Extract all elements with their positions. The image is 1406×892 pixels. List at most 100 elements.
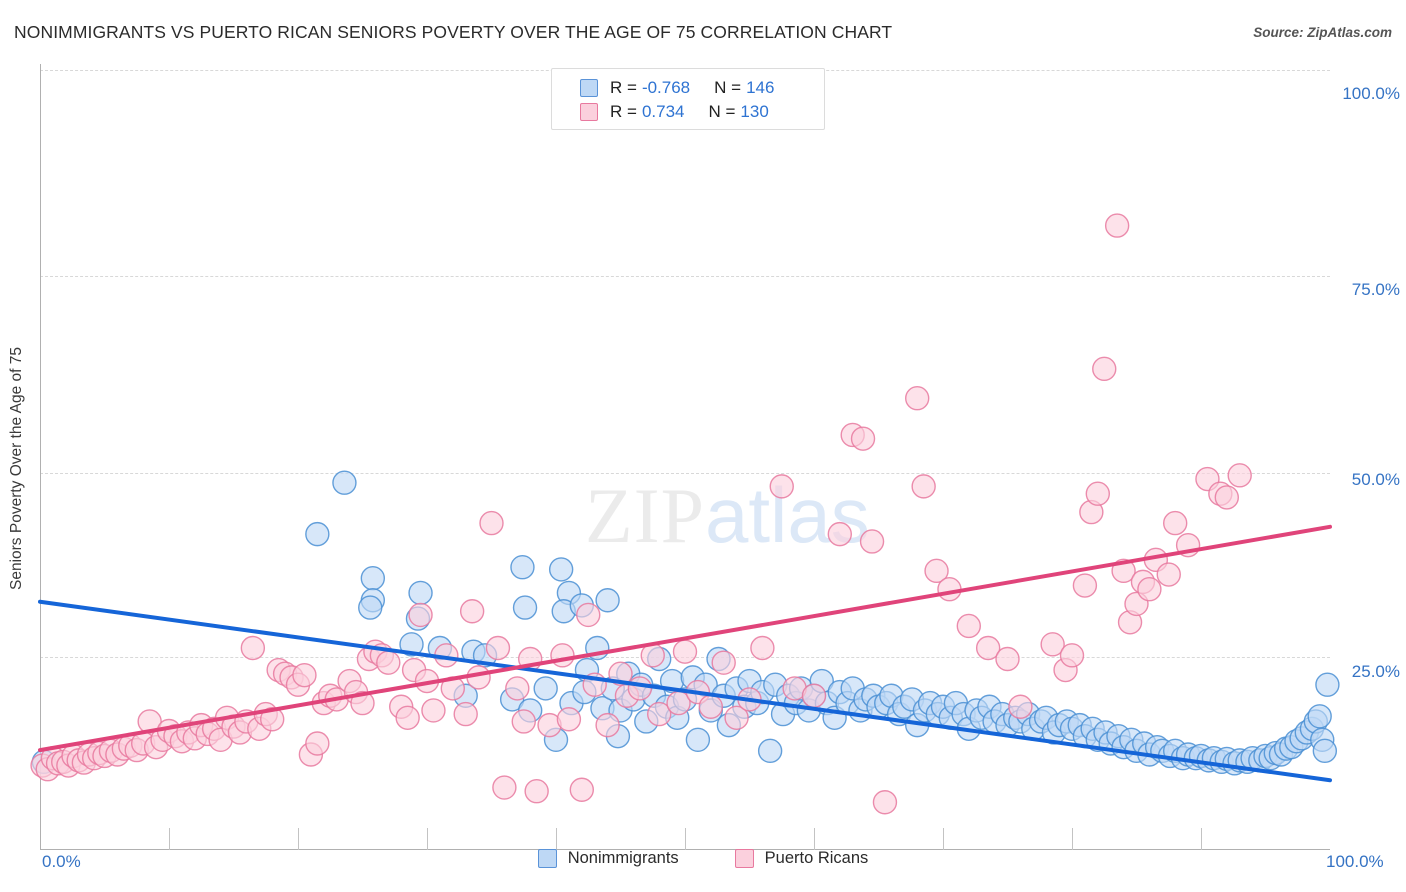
data-point[interactable] [850, 426, 876, 451]
data-point[interactable] [1312, 738, 1338, 764]
x-axis-tick [298, 828, 299, 850]
data-point[interactable] [724, 705, 749, 730]
data-point[interactable] [453, 701, 478, 727]
plot-area: ZIPatlas [30, 64, 1340, 850]
data-point[interactable] [305, 521, 330, 547]
data-point[interactable] [1040, 632, 1065, 657]
data-point[interactable] [975, 635, 1001, 661]
n-key-pink: N = [708, 102, 736, 121]
data-point[interactable] [556, 707, 582, 732]
data-point[interactable] [685, 727, 711, 753]
data-point[interactable] [408, 580, 433, 606]
data-point[interactable] [757, 738, 783, 764]
data-point[interactable] [492, 775, 517, 800]
data-point[interactable] [459, 599, 485, 624]
data-point[interactable] [576, 602, 601, 628]
data-point[interactable] [937, 577, 962, 602]
data-point[interactable] [647, 701, 672, 727]
data-point[interactable] [672, 639, 698, 664]
data-point[interactable] [911, 474, 936, 499]
data-point[interactable] [595, 588, 620, 613]
y-axis-line [40, 64, 41, 850]
data-point[interactable] [240, 635, 266, 661]
series-legend-item-puerto-ricans[interactable]: Puerto Ricans [734, 849, 869, 868]
n-key-blue: N = [714, 78, 742, 97]
data-point[interactable] [698, 694, 723, 719]
data-point[interactable] [711, 650, 736, 675]
correlation-legend: R = -0.768 N = 146 R = 0.734 N = 130 [551, 68, 825, 130]
data-point[interactable] [1104, 213, 1130, 238]
r-value-blue: -0.768 [641, 78, 691, 97]
data-point[interactable] [1059, 643, 1085, 668]
data-point[interactable] [510, 554, 535, 580]
data-point[interactable] [1085, 481, 1111, 506]
data-point[interactable] [1214, 485, 1240, 510]
correlation-row-puerto-ricans: R = 0.734 N = 130 [580, 100, 824, 124]
data-point[interactable] [1072, 573, 1098, 598]
r-key-pink: R = [610, 102, 637, 121]
data-point[interactable] [1162, 510, 1188, 536]
data-point[interactable] [569, 777, 594, 802]
data-point[interactable] [801, 683, 827, 708]
data-point[interactable] [505, 676, 530, 701]
source-attribution: Source: ZipAtlas.com [1253, 25, 1392, 40]
data-point[interactable] [750, 635, 775, 661]
series-puerto-ricans [30, 213, 1252, 815]
data-point[interactable] [332, 470, 357, 495]
data-point[interactable] [995, 646, 1020, 672]
data-point[interactable] [376, 650, 401, 675]
x-axis-tick [1072, 828, 1073, 850]
data-point[interactable] [872, 790, 898, 815]
data-point[interactable] [524, 779, 549, 804]
data-point[interactable] [924, 558, 949, 584]
legend-swatch-pink-icon [580, 103, 598, 121]
data-point[interactable] [533, 676, 558, 701]
data-point[interactable] [511, 709, 536, 734]
data-point[interactable] [1092, 356, 1117, 382]
legend-swatch-blue-icon [580, 79, 598, 97]
data-point[interactable] [1156, 562, 1181, 587]
data-point[interactable] [827, 521, 852, 547]
x-axis-tick [943, 828, 944, 850]
data-point[interactable] [259, 707, 285, 732]
x-tick-label-min: 0.0% [42, 852, 81, 871]
series-legend-label-puerto-ricans: Puerto Ricans [764, 849, 869, 867]
data-point[interactable] [479, 510, 504, 536]
y-axis-title: Seniors Poverty Over the Age of 75 [8, 347, 25, 590]
data-point[interactable] [1227, 463, 1252, 488]
y-tick-label-75: 75.0% [1351, 280, 1400, 299]
y-tick-label-100: 100.0% [1342, 84, 1400, 103]
x-axis-tick [1201, 828, 1202, 850]
data-point[interactable] [358, 595, 383, 620]
data-point[interactable] [905, 386, 930, 411]
data-point[interactable] [399, 632, 424, 657]
data-point[interactable] [627, 676, 653, 701]
scatter-canvas [30, 213, 1340, 815]
y-tick-label-50: 50.0% [1351, 470, 1400, 489]
data-point[interactable] [1008, 694, 1033, 719]
data-point[interactable] [305, 731, 330, 756]
data-point[interactable] [421, 698, 446, 723]
data-point[interactable] [956, 613, 981, 639]
data-point[interactable] [350, 690, 375, 716]
data-point[interactable] [1315, 672, 1340, 697]
data-point[interactable] [1137, 577, 1162, 602]
data-point[interactable] [859, 529, 885, 554]
data-point[interactable] [512, 595, 538, 620]
n-value-pink: 130 [740, 102, 769, 121]
series-legend-item-nonimmigrants[interactable]: Nonimmigrants [537, 849, 679, 868]
data-point[interactable] [1307, 704, 1332, 729]
data-point[interactable] [550, 643, 575, 668]
data-point[interactable] [395, 705, 420, 730]
correlation-row-nonimmigrants: R = -0.768 N = 146 [580, 76, 824, 100]
series-legend-label-nonimmigrants: Nonimmigrants [567, 849, 679, 867]
data-point[interactable] [595, 712, 620, 738]
data-point[interactable] [485, 635, 511, 661]
series-legend: Nonimmigrants Puerto Ricans [0, 849, 1406, 868]
data-point[interactable] [548, 557, 574, 582]
data-point[interactable] [769, 474, 794, 499]
data-point[interactable] [292, 662, 317, 688]
series-swatch-nonimmigrants-icon [537, 849, 557, 868]
data-point[interactable] [408, 602, 433, 628]
data-point[interactable] [360, 566, 386, 591]
